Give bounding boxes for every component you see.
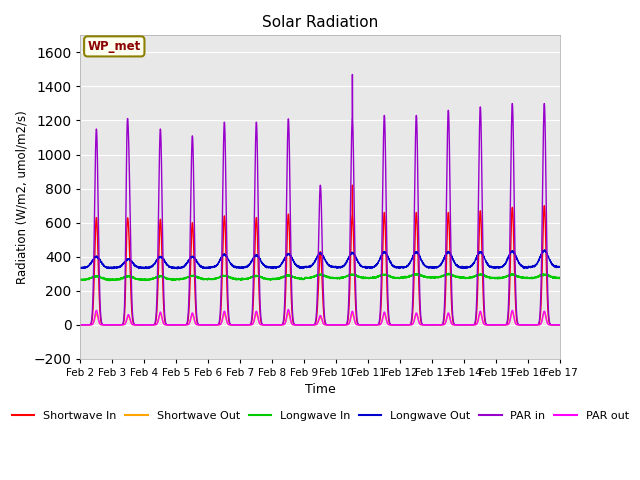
PAR out xyxy=(163,322,170,328)
Longwave In xyxy=(556,275,564,281)
X-axis label: Time: Time xyxy=(305,384,336,396)
Line: PAR in: PAR in xyxy=(81,74,560,325)
Longwave Out xyxy=(541,247,548,253)
Shortwave Out xyxy=(508,309,516,315)
Title: Solar Radiation: Solar Radiation xyxy=(262,15,378,30)
Line: Longwave In: Longwave In xyxy=(81,273,560,281)
Longwave In xyxy=(445,270,452,276)
Shortwave In xyxy=(301,322,308,328)
PAR in xyxy=(428,322,435,328)
PAR out xyxy=(302,322,310,328)
Longwave In xyxy=(106,278,113,284)
Line: Longwave Out: Longwave Out xyxy=(81,250,560,269)
PAR in xyxy=(77,322,84,328)
Longwave In xyxy=(455,275,463,280)
Shortwave In xyxy=(556,322,564,328)
Shortwave Out xyxy=(77,322,84,328)
PAR out xyxy=(428,322,435,328)
Longwave In xyxy=(556,276,564,281)
Shortwave Out xyxy=(301,322,308,328)
Longwave Out xyxy=(173,266,181,272)
Shortwave In xyxy=(349,182,356,188)
Y-axis label: Radiation (W/m2, umol/m2/s): Radiation (W/m2, umol/m2/s) xyxy=(15,110,28,284)
PAR out xyxy=(77,322,84,328)
PAR in xyxy=(349,72,356,77)
PAR in xyxy=(556,322,564,328)
Legend: Shortwave In, Shortwave Out, Longwave In, Longwave Out, PAR in, PAR out: Shortwave In, Shortwave Out, Longwave In… xyxy=(8,407,633,425)
Shortwave Out xyxy=(302,322,310,328)
Shortwave In xyxy=(455,322,463,328)
Longwave Out xyxy=(455,264,463,270)
PAR out xyxy=(556,322,564,328)
Longwave Out xyxy=(428,264,435,270)
PAR in xyxy=(301,322,308,328)
Shortwave In xyxy=(401,322,409,328)
Longwave Out xyxy=(163,262,170,267)
PAR in xyxy=(163,322,170,327)
Shortwave In xyxy=(428,322,435,328)
Line: Shortwave Out: Shortwave Out xyxy=(81,312,560,325)
Longwave In xyxy=(302,275,310,281)
Shortwave In xyxy=(302,322,310,328)
PAR out xyxy=(556,322,564,328)
PAR out xyxy=(455,322,463,328)
PAR in xyxy=(455,322,463,328)
Shortwave Out xyxy=(556,322,564,328)
Longwave Out xyxy=(77,265,84,271)
Text: WP_met: WP_met xyxy=(88,40,141,53)
Shortwave Out xyxy=(556,322,564,328)
Line: Shortwave In: Shortwave In xyxy=(81,185,560,325)
PAR out xyxy=(284,307,292,312)
Shortwave Out xyxy=(401,322,409,328)
Longwave Out xyxy=(556,264,564,270)
PAR in xyxy=(556,322,564,328)
Longwave In xyxy=(401,275,409,280)
Line: PAR out: PAR out xyxy=(81,310,560,325)
Longwave In xyxy=(77,276,84,282)
Longwave Out xyxy=(556,264,564,270)
Shortwave Out xyxy=(428,322,435,328)
Longwave Out xyxy=(401,264,409,270)
Shortwave In xyxy=(163,322,170,327)
PAR in xyxy=(302,322,310,328)
PAR in xyxy=(401,322,409,328)
Longwave In xyxy=(163,275,171,281)
Shortwave In xyxy=(77,322,84,328)
Longwave In xyxy=(428,275,435,280)
Shortwave Out xyxy=(455,322,463,328)
Longwave Out xyxy=(302,264,310,270)
Shortwave In xyxy=(556,322,564,328)
PAR out xyxy=(301,322,308,328)
Shortwave Out xyxy=(163,322,170,328)
PAR out xyxy=(401,322,409,328)
